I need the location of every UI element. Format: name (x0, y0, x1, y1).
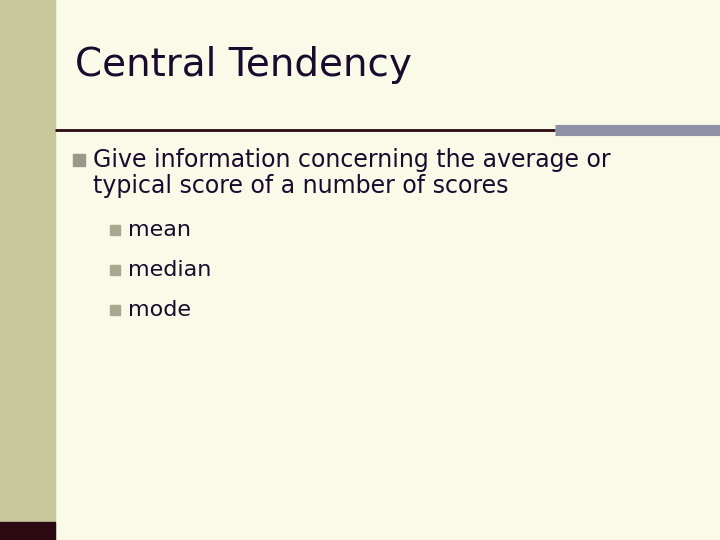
Text: Give information concerning the average or: Give information concerning the average … (93, 148, 611, 172)
Text: typical score of a number of scores: typical score of a number of scores (93, 174, 508, 198)
Text: mean: mean (128, 220, 191, 240)
Text: Central Tendency: Central Tendency (75, 46, 412, 84)
Text: median: median (128, 260, 212, 280)
Bar (0, 522, 55, 540)
Bar (110, 225, 120, 235)
Text: mode: mode (128, 300, 191, 320)
Bar (110, 265, 120, 275)
Bar (73, 154, 85, 166)
Bar (0, 0, 55, 540)
Bar (110, 305, 120, 315)
